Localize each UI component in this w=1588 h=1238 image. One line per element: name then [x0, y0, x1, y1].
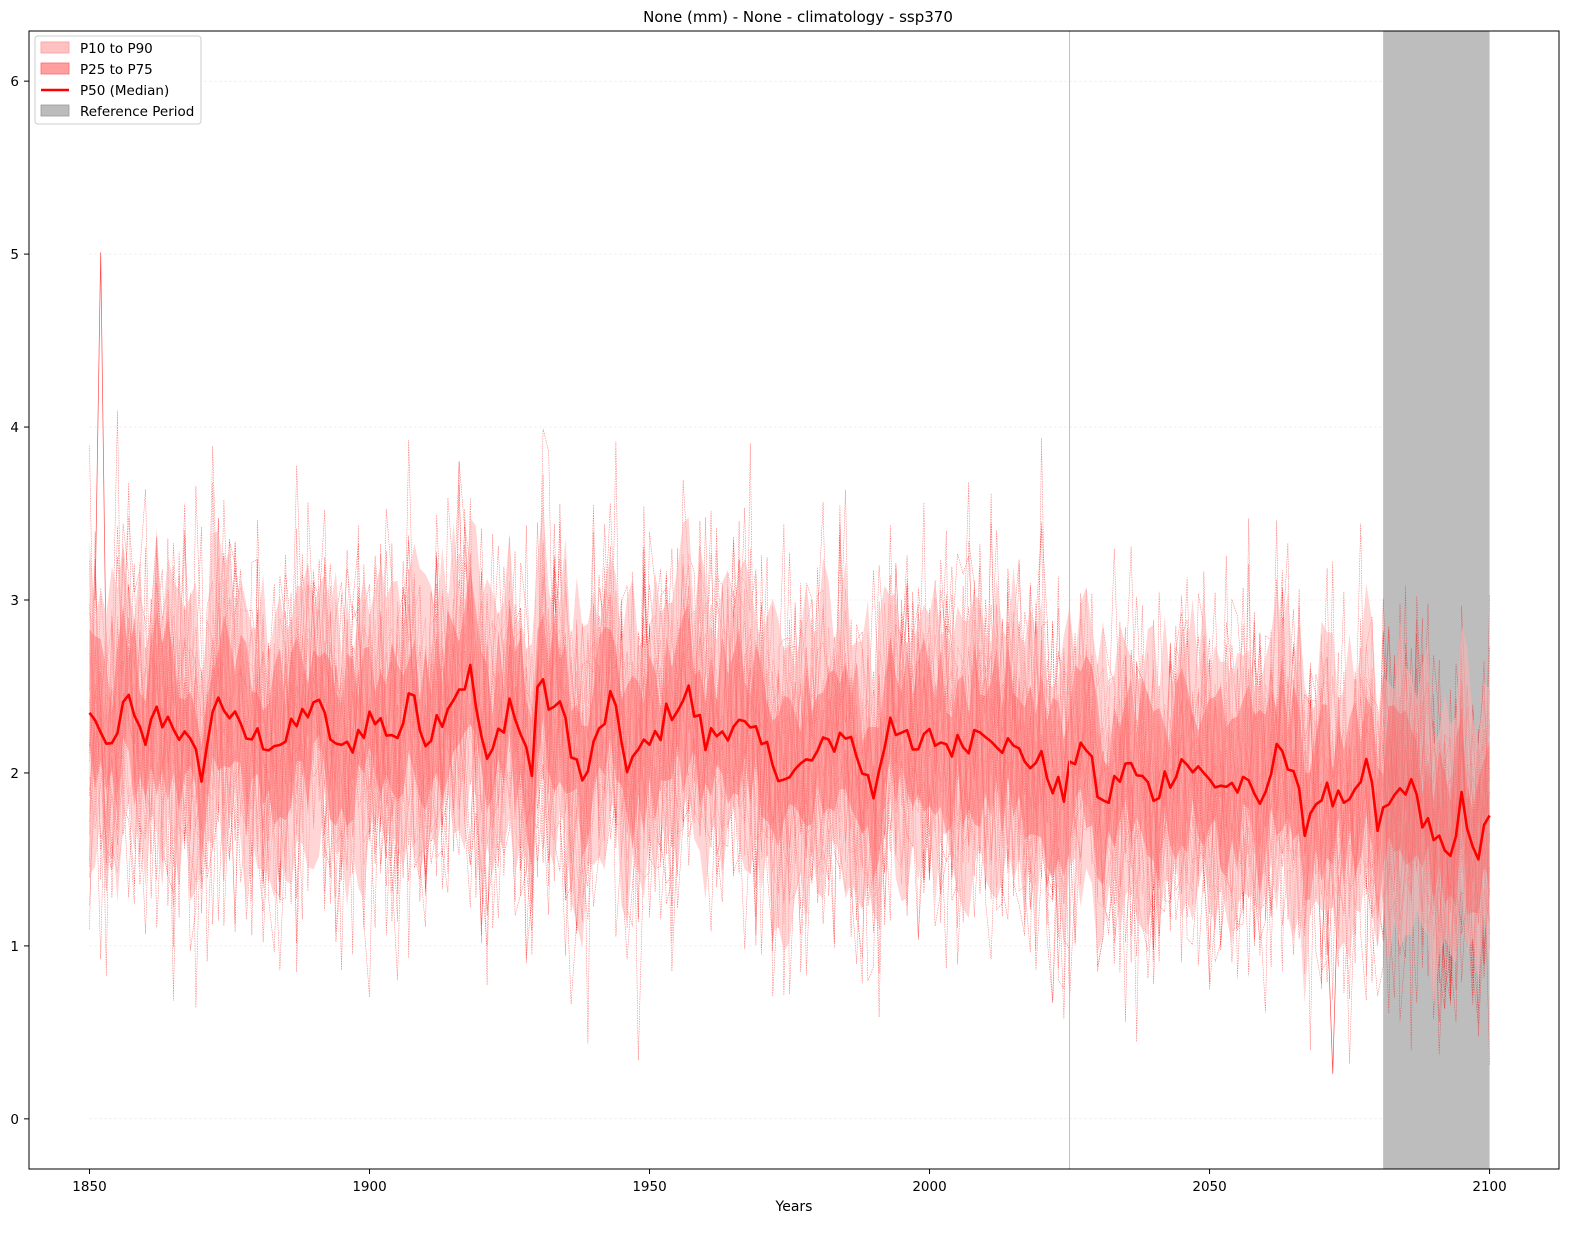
reference-period-band [1383, 31, 1490, 1169]
legend-box [34, 35, 202, 125]
percentile-bands [89, 505, 1490, 1007]
x-tick-label: 1950 [632, 1179, 666, 1195]
legend-swatch-p10-p90 [40, 41, 70, 54]
y-tick-label: 3 [10, 593, 19, 609]
legend: P10 to P90 P25 to P75 P50 (Median) Refer… [34, 35, 202, 125]
x-axis: 1850 1900 1950 2000 2050 2100 [72, 1169, 1507, 1195]
x-tick-label: 2050 [1192, 1179, 1226, 1195]
median-line [88, 663, 1491, 861]
y-tick-label: 2 [10, 766, 19, 782]
x-axis-label: Years [775, 1199, 813, 1215]
y-tick-label: 0 [10, 1112, 19, 1128]
ensemble-trough-spike [1326, 876, 1339, 1074]
y-tick-label: 1 [10, 939, 19, 955]
legend-swatch-p25-p75 [40, 62, 70, 75]
legend-label-median: P50 (Median) [80, 83, 169, 99]
legend-label-p25-p75: P25 to P75 [80, 62, 153, 78]
x-tick-label: 2000 [912, 1179, 946, 1195]
x-tick-label: 1850 [72, 1179, 106, 1195]
chart-title: None (mm) - None - climatology - ssp370 [643, 8, 953, 26]
ensemble-peak-spike [94, 252, 107, 670]
legend-label-reference: Reference Period [80, 104, 194, 120]
x-tick-label: 1900 [352, 1179, 386, 1195]
y-tick-label: 4 [10, 420, 19, 436]
y-tick-label: 5 [10, 247, 19, 263]
p10-p90-band [89, 505, 1490, 1007]
legend-swatch-reference [40, 104, 70, 117]
reference-period-rect [1383, 31, 1490, 1169]
y-axis: 0 1 2 3 4 5 6 [10, 74, 29, 1128]
legend-label-p10-p90: P10 to P90 [80, 41, 153, 57]
p25-p75-band [89, 568, 1490, 923]
median-line-group [88, 663, 1491, 861]
y-tick-label: 6 [10, 74, 19, 90]
x-tick-label: 2100 [1472, 1179, 1506, 1195]
